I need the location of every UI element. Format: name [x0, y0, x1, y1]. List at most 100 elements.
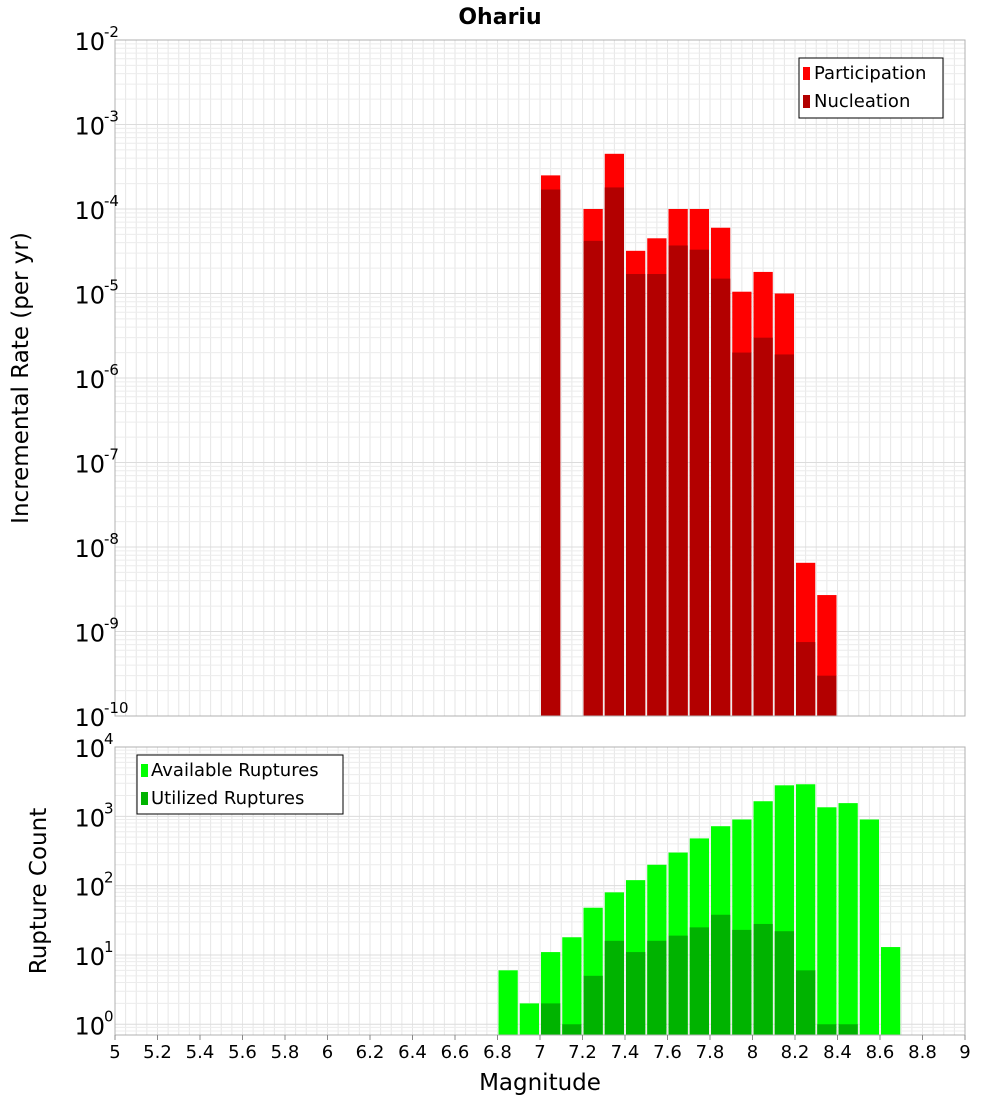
y-tick-label: 10 [74, 620, 105, 648]
x-tick-label: 6 [322, 1042, 333, 1063]
available-ruptures-bar [498, 970, 518, 1035]
y-tick-label: 10 [74, 282, 105, 310]
x-axis-ticks: 5 5.2 5.4 5.6 5.8 6 6.2 6.4 6.6 6.8 7 7.2 7.4 7.6 7.8 8… [109, 1035, 971, 1063]
utilized-ruptures-bar [604, 940, 624, 1035]
y-tick-exponent: -7 [104, 446, 119, 464]
rate-grid [114, 39, 966, 717]
chart-title: Ohariu [458, 5, 541, 30]
x-tick-label: 6.2 [356, 1042, 385, 1063]
utilized-ruptures-bar [817, 1024, 837, 1035]
available-ruptures-bar [859, 819, 879, 1035]
y-tick-label: 10 [74, 366, 105, 394]
y-tick-exponent: -9 [104, 615, 119, 633]
count-legend: Available Ruptures Utilized Ruptures [136, 754, 344, 815]
x-tick-label: 5.4 [186, 1042, 215, 1063]
available-ruptures-bar [817, 807, 837, 1035]
count-y-axis-label: Rupture Count [26, 808, 52, 974]
x-tick-label: 7.4 [611, 1042, 640, 1063]
x-tick-label: 7 [534, 1042, 545, 1063]
x-tick-label: 7.8 [696, 1042, 725, 1063]
participation-legend-label: Participation [814, 63, 926, 84]
available-legend-swatch [141, 764, 148, 777]
rate-legend: Participation Nucleation [798, 57, 944, 119]
nucleation-bar [774, 354, 794, 716]
x-tick-label: 5.8 [271, 1042, 300, 1063]
y-tick-exponent: -2 [104, 23, 119, 41]
utilized-ruptures-bar [583, 975, 603, 1035]
utilized-ruptures-bar [838, 1024, 858, 1035]
available-ruptures-bar [838, 803, 858, 1035]
utilized-ruptures-bar [689, 927, 709, 1035]
x-tick-label: 8.4 [823, 1042, 852, 1063]
utilized-ruptures-bar [562, 1024, 582, 1035]
nucleation-bar [689, 249, 709, 716]
rate-plot: 10-210-310-410-510-610-710-810-910-10 In… [8, 23, 966, 732]
y-tick-label: 10 [74, 874, 105, 902]
y-tick-label: 10 [74, 451, 105, 479]
utilized-ruptures-bar [796, 970, 816, 1035]
available-legend-label: Available Ruptures [151, 760, 319, 781]
rate-plot-frame [114, 39, 966, 717]
available-ruptures-bar [519, 1003, 539, 1035]
participation-legend-swatch [803, 67, 810, 80]
utilized-ruptures-bar [668, 935, 688, 1035]
rate-y-axis-label: Incremental Rate (per yr) [8, 232, 34, 524]
x-tick-label: 9 [959, 1042, 970, 1063]
y-tick-exponent: 4 [104, 730, 114, 748]
nucleation-bar [817, 675, 837, 716]
x-tick-label: 6.6 [441, 1042, 470, 1063]
y-tick-exponent: -6 [104, 361, 119, 379]
x-tick-label: 6.4 [398, 1042, 427, 1063]
utilized-ruptures-bar [626, 952, 646, 1035]
y-tick-label: 10 [74, 113, 105, 141]
utilized-ruptures-bar [711, 914, 731, 1035]
nucleation-legend-swatch [803, 95, 810, 108]
y-tick-label: 10 [74, 535, 105, 563]
y-tick-label: 10 [74, 1012, 105, 1040]
x-axis-label: Magnitude [479, 1070, 601, 1096]
available-ruptures-bar [562, 937, 582, 1035]
utilized-ruptures-bar [732, 929, 752, 1035]
y-tick-exponent: -10 [104, 699, 129, 717]
nucleation-bar [668, 245, 688, 717]
x-tick-label: 7.2 [568, 1042, 597, 1063]
x-tick-label: 8.2 [781, 1042, 810, 1063]
x-tick-label: 5.6 [228, 1042, 257, 1063]
nucleation-bar [647, 274, 667, 716]
nucleation-bar [753, 337, 773, 716]
nucleation-bar [583, 240, 603, 716]
y-tick-exponent: -3 [104, 108, 119, 126]
nucleation-bar [604, 187, 624, 717]
y-tick-label: 10 [74, 704, 105, 732]
y-tick-exponent: -4 [104, 192, 119, 210]
y-tick-exponent: 1 [104, 938, 114, 956]
nucleation-bar [626, 274, 646, 716]
utilized-ruptures-bar [541, 1003, 561, 1035]
nucleation-bar [732, 352, 752, 716]
y-tick-label: 10 [74, 197, 105, 225]
nucleation-bar [796, 642, 816, 716]
utilized-ruptures-bar [753, 923, 773, 1035]
rate-y-ticks: 10-210-310-410-510-610-710-810-910-10 [74, 23, 128, 732]
y-tick-label: 10 [74, 28, 105, 56]
nucleation-legend-label: Nucleation [814, 91, 910, 112]
nucleation-bar [711, 278, 731, 716]
utilized-legend-label: Utilized Ruptures [151, 788, 304, 809]
y-tick-label: 10 [74, 804, 105, 832]
utilized-ruptures-bar [647, 940, 667, 1035]
y-tick-exponent: 2 [104, 869, 114, 887]
count-bars [498, 784, 901, 1035]
x-tick-label: 8 [747, 1042, 758, 1063]
rate-legend-box [798, 57, 944, 119]
x-tick-label: 8.6 [866, 1042, 895, 1063]
y-tick-exponent: 0 [104, 1007, 114, 1025]
x-tick-label: 7.6 [653, 1042, 682, 1063]
x-tick-label: 5.2 [143, 1042, 172, 1063]
y-tick-label: 10 [74, 943, 105, 971]
y-tick-exponent: 3 [104, 799, 114, 817]
y-tick-exponent: -8 [104, 530, 119, 548]
nucleation-bar [541, 189, 561, 716]
